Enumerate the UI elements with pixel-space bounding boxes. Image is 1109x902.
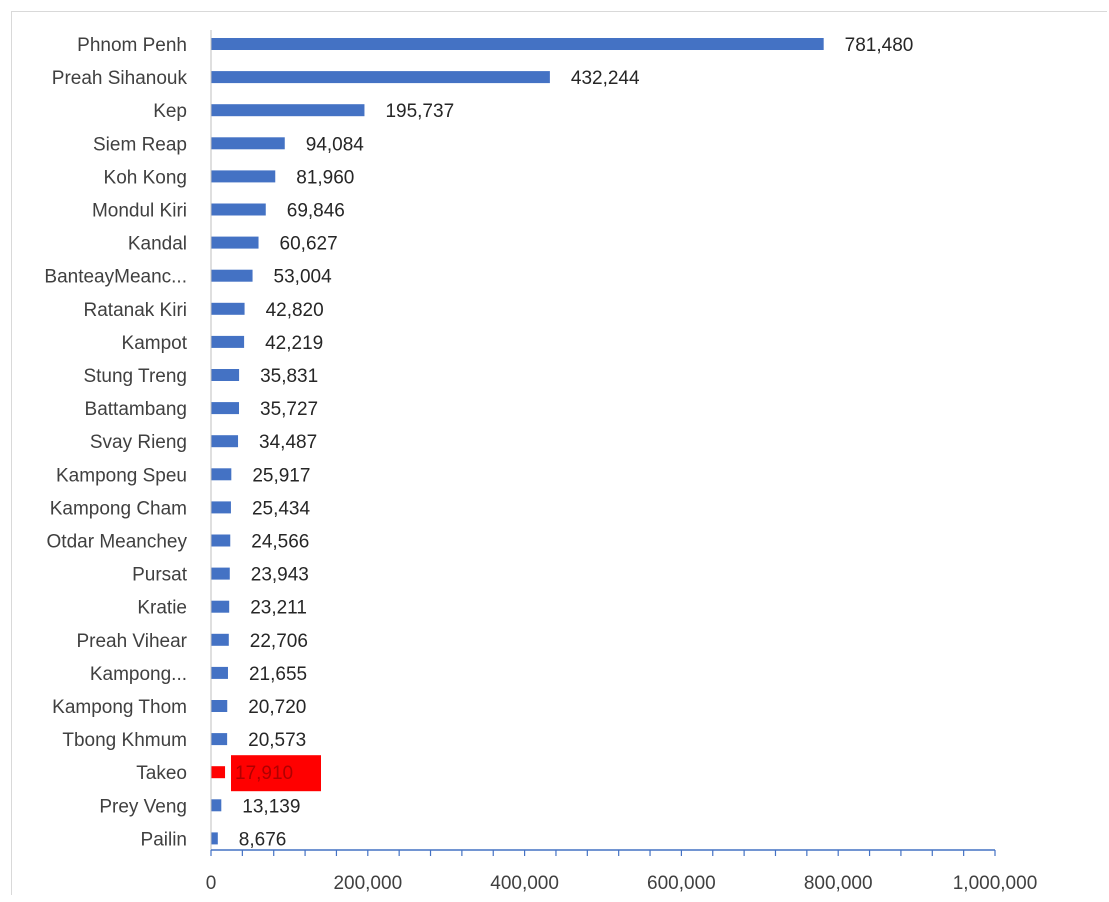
category-label-kampong: Kampong... bbox=[90, 664, 187, 685]
bar-svay-rieng bbox=[211, 435, 239, 448]
bar-kratie bbox=[211, 600, 230, 613]
value-label-kep: 195,737 bbox=[385, 101, 454, 122]
value-label-siem-reap: 94,084 bbox=[306, 134, 365, 155]
category-label-takeo: Takeo bbox=[136, 763, 187, 784]
bar-pursat bbox=[211, 567, 230, 580]
bar-kep bbox=[211, 104, 365, 117]
category-label-preah-vihear: Preah Vihear bbox=[76, 631, 187, 652]
bars-layer bbox=[211, 38, 824, 845]
value-label-kampong-thom: 20,720 bbox=[248, 697, 306, 718]
bar-mondul-kiri bbox=[211, 203, 266, 216]
bar-kampot bbox=[211, 335, 245, 348]
category-label-svay-rieng: Svay Rieng bbox=[90, 432, 187, 453]
bar-ratanak-kiri bbox=[211, 302, 245, 315]
category-label-prey-veng: Prey Veng bbox=[99, 796, 187, 817]
category-label-tbong-khmum: Tbong Khmum bbox=[62, 730, 187, 751]
category-labels: Phnom Penh Preah Sihanouk Kep Siem Reap Koh … bbox=[44, 35, 187, 850]
bar-prey-veng bbox=[211, 799, 222, 812]
category-label-kratie: Kratie bbox=[137, 598, 187, 619]
category-label-stung-treng: Stung Treng bbox=[83, 366, 187, 387]
category-label-kampot: Kampot bbox=[122, 333, 188, 354]
category-label-pailin: Pailin bbox=[141, 829, 187, 850]
category-label-kep: Kep bbox=[153, 101, 187, 122]
x-tick-label: 400,000 bbox=[490, 873, 559, 894]
x-tick-label: 800,000 bbox=[804, 873, 873, 894]
category-label-kampong-thom: Kampong Thom bbox=[52, 697, 187, 718]
x-axis: 0 200,000 400,000 600,000 800,000 1,000,000 bbox=[206, 30, 1038, 894]
value-label-prey-veng: 13,139 bbox=[242, 796, 300, 817]
category-label-otdar-meanchey: Otdar Meanchey bbox=[47, 532, 188, 553]
category-label-banteaymeanc: BanteayMeanc... bbox=[44, 267, 187, 288]
category-label-kampong-cham: Kampong Cham bbox=[50, 498, 187, 519]
category-label-kampong-speu: Kampong Speu bbox=[56, 465, 187, 486]
bar-stung-treng bbox=[211, 369, 240, 381]
value-label-ratanak-kiri: 42,820 bbox=[266, 300, 324, 321]
bar-tbong-khmum bbox=[211, 733, 228, 746]
bar-kampong-cham bbox=[211, 501, 231, 514]
value-label-takeo: 17,910 bbox=[235, 763, 293, 784]
value-label-preah-vihear: 22,706 bbox=[250, 631, 308, 652]
bar-preah-sihanouk bbox=[211, 71, 550, 84]
x-tick-label: 200,000 bbox=[333, 873, 402, 894]
bar-kampong bbox=[211, 666, 228, 679]
value-label-battambang: 35,727 bbox=[260, 399, 318, 420]
value-label-kampong-speu: 25,917 bbox=[252, 465, 310, 486]
value-label-kampot: 42,219 bbox=[265, 333, 323, 354]
value-label-tbong-khmum: 20,573 bbox=[248, 730, 306, 751]
value-label-kandal: 60,627 bbox=[280, 234, 338, 255]
chart-frame bbox=[11, 11, 1107, 895]
bar-phnom-penh bbox=[211, 38, 824, 50]
bar-otdar-meanchey bbox=[211, 534, 231, 547]
value-label-banteaymeanc: 53,004 bbox=[274, 267, 333, 288]
value-label-kampong: 21,655 bbox=[249, 664, 307, 685]
bar-kandal bbox=[211, 236, 259, 249]
category-label-preah-sihanouk: Preah Sihanouk bbox=[52, 68, 188, 89]
value-label-stung-treng: 35,831 bbox=[260, 366, 318, 387]
value-label-pailin: 8,676 bbox=[239, 829, 287, 850]
category-label-pursat: Pursat bbox=[132, 565, 188, 586]
value-label-kratie: 23,211 bbox=[250, 598, 307, 619]
bar-siem-reap bbox=[211, 137, 285, 150]
category-label-mondul-kiri: Mondul Kiri bbox=[92, 201, 187, 222]
value-label-preah-sihanouk: 432,244 bbox=[571, 68, 640, 89]
category-label-ratanak-kiri: Ratanak Kiri bbox=[84, 300, 188, 321]
value-label-svay-rieng: 34,487 bbox=[259, 432, 317, 453]
x-tick-label: 1,000,000 bbox=[953, 873, 1038, 894]
value-label-pursat: 23,943 bbox=[251, 565, 309, 586]
category-label-battambang: Battambang bbox=[85, 399, 187, 420]
bar-preah-vihear bbox=[211, 633, 229, 646]
category-label-siem-reap: Siem Reap bbox=[93, 134, 187, 155]
category-label-kandal: Kandal bbox=[128, 234, 187, 255]
value-labels: 781,480 432,244 195,737 94,084 81,960 69,846 6… bbox=[231, 35, 913, 850]
value-label-phnom-penh: 781,480 bbox=[845, 35, 914, 56]
bar-battambang bbox=[211, 402, 240, 415]
x-tick-label: 0 bbox=[206, 873, 217, 894]
value-label-mondul-kiri: 69,846 bbox=[287, 201, 345, 222]
bar-koh-kong bbox=[211, 170, 276, 183]
bar-banteaymeanc bbox=[211, 269, 253, 282]
highlight-label-box bbox=[231, 755, 321, 792]
x-tick-label: 600,000 bbox=[647, 873, 716, 894]
category-label-phnom-penh: Phnom Penh bbox=[77, 35, 187, 56]
category-label-koh-kong: Koh Kong bbox=[104, 167, 187, 188]
bar-pailin bbox=[211, 832, 218, 845]
bar-kampong-thom bbox=[211, 700, 228, 712]
value-label-koh-kong: 81,960 bbox=[296, 167, 354, 188]
value-label-kampong-cham: 25,434 bbox=[252, 498, 311, 519]
value-label-otdar-meanchey: 24,566 bbox=[251, 532, 309, 553]
bar-takeo bbox=[211, 766, 226, 779]
bar-kampong-speu bbox=[211, 468, 232, 481]
